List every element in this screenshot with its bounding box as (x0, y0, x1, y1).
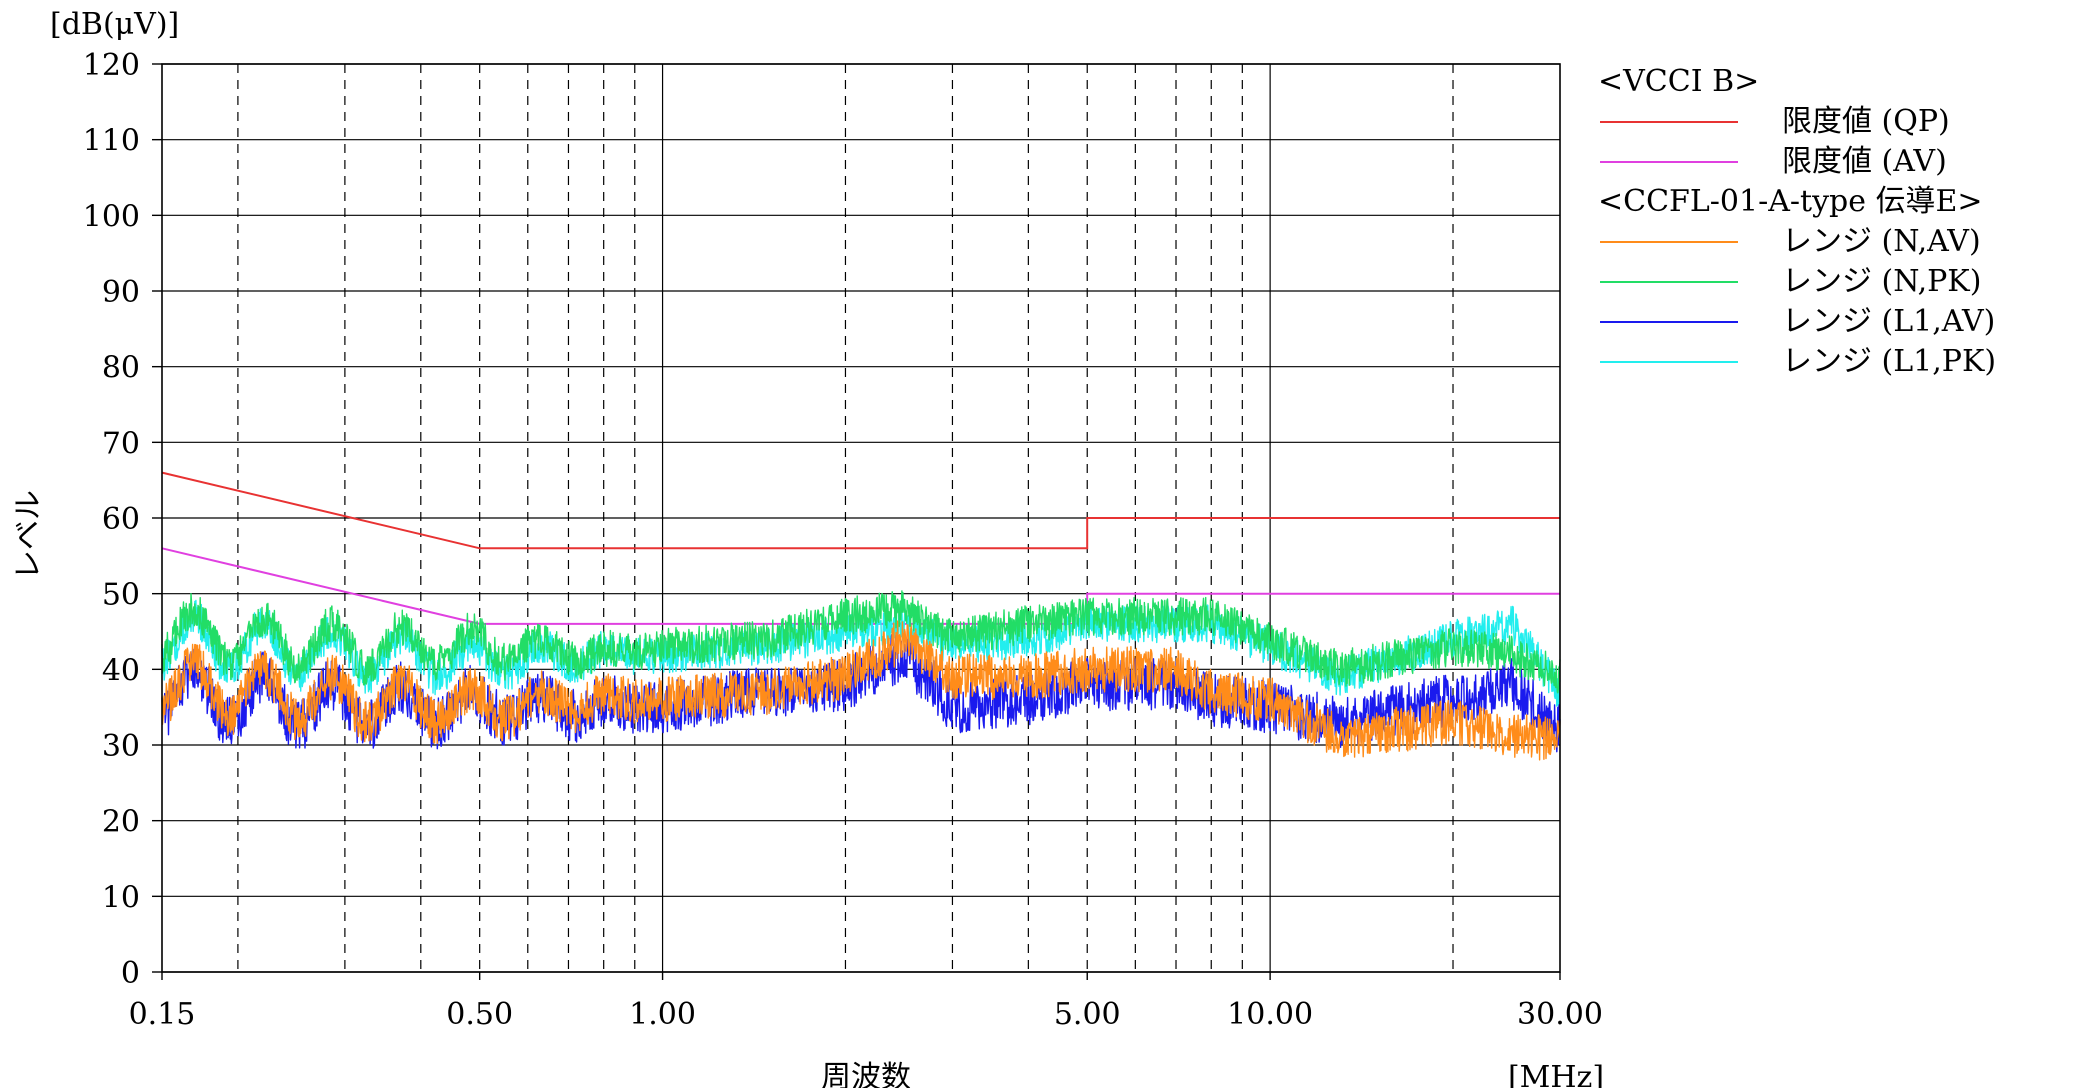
series-line-2 (161, 620, 1561, 761)
y-tick-label: 100 (83, 199, 140, 234)
y-tick-label: 90 (102, 275, 140, 310)
legend-label: レンジ (N,AV) (1782, 224, 1981, 259)
series-line-3 (161, 590, 1561, 694)
x-tick-label: 5.00 (1054, 997, 1121, 1032)
series-line-5 (161, 599, 1561, 707)
legend-swatch (1600, 281, 1738, 283)
y-tick-label: 50 (102, 578, 140, 613)
y-tick-label: 20 (102, 805, 140, 840)
legend-group-vcci: <VCCI B> (1598, 64, 1760, 99)
legend: <VCCI B> 限度値 (QP) 限度値 (AV) <CCFL-01-A-ty… (1598, 62, 2078, 382)
y-tick-label: 30 (102, 729, 140, 764)
series-layer (161, 471, 1561, 761)
legend-swatch (1600, 321, 1738, 323)
series-line-0 (161, 471, 1560, 550)
y-axis-label: レベル (11, 490, 46, 580)
legend-item-limit-qp: 限度値 (QP) (1598, 102, 2078, 142)
x-tick-label: 0.15 (129, 997, 196, 1032)
legend-swatch (1600, 161, 1738, 163)
legend-label: レンジ (L1,AV) (1782, 304, 1996, 339)
x-tick-label: 0.50 (446, 997, 513, 1032)
y-tick-label: 120 (83, 48, 140, 83)
y-tick-label: 110 (83, 124, 140, 159)
x-tick-label: 10.00 (1227, 997, 1313, 1032)
legend-swatch (1600, 121, 1738, 123)
y-tick-label: 10 (102, 880, 140, 915)
legend-label: 限度値 (AV) (1782, 144, 1947, 179)
x-axis-label: 周波数 (821, 1060, 911, 1088)
y-tick-label: 60 (102, 502, 140, 537)
axes: 0 10 20 30 40 50 60 70 80 90 100 110 120 0.15 0.50 1.00… (83, 48, 1603, 1032)
legend-label: 限度値 (QP) (1782, 104, 1950, 139)
x-tick-label: 1.00 (629, 997, 696, 1032)
x-tick-label: 30.00 (1517, 997, 1603, 1032)
legend-label: レンジ (L1,PK) (1782, 344, 1997, 379)
y-tick-label: 80 (102, 351, 140, 386)
y-tick-label: 40 (102, 653, 140, 688)
legend-item-limit-av: 限度値 (AV) (1598, 142, 2078, 182)
legend-item-l1-av: レンジ (L1,AV) (1598, 302, 2078, 342)
y-tick-label: 0 (121, 956, 140, 991)
legend-item-l1-pk: レンジ (L1,PK) (1598, 342, 2078, 382)
y-tick-label: 70 (102, 426, 140, 461)
x-unit-label: [MHz] (1508, 1060, 1604, 1088)
legend-item-n-pk: レンジ (N,PK) (1598, 262, 2078, 302)
plot-frame (161, 63, 1561, 973)
legend-item-n-av: レンジ (N,AV) (1598, 222, 2078, 262)
y-unit-label: [dB(μV)] (50, 7, 179, 42)
legend-group-ccfl: <CCFL-01-A-type 伝導E> (1598, 184, 1983, 219)
legend-swatch (1600, 241, 1738, 243)
legend-swatch (1600, 361, 1738, 363)
legend-label: レンジ (N,PK) (1782, 264, 1982, 299)
